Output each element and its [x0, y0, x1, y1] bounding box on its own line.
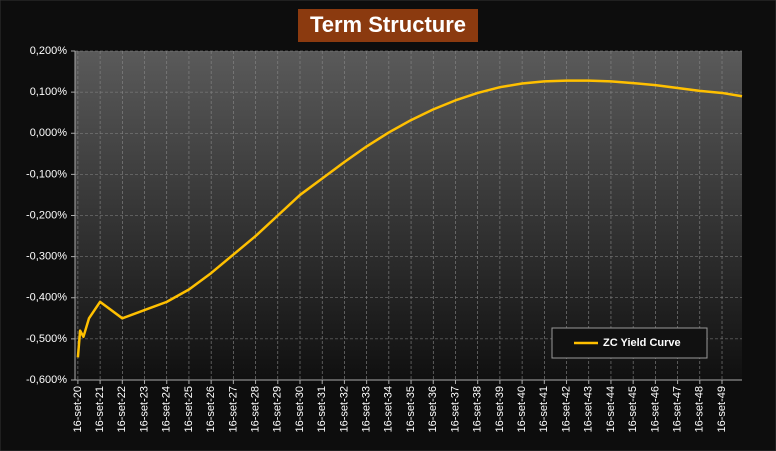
x-tick-label: 16-set-41 [538, 386, 550, 432]
x-tick-label: 16-set-22 [116, 386, 128, 432]
y-tick-label: -0,500% [26, 333, 67, 345]
x-tick-label: 16-set-23 [138, 386, 150, 432]
x-tick-label: 16-set-31 [316, 386, 328, 432]
chart-title: Term Structure [310, 12, 466, 37]
y-tick-label: -0,100% [26, 168, 67, 180]
x-tick-label: 16-set-28 [249, 386, 261, 432]
x-tick-label: 16-set-35 [405, 386, 417, 432]
x-tick-label: 16-set-44 [605, 386, 617, 432]
x-tick-label: 16-set-30 [294, 386, 306, 432]
y-tick-label: -0,300% [26, 251, 67, 263]
y-tick-label: -0,200% [26, 209, 67, 221]
x-tick-label: 16-set-38 [472, 386, 484, 432]
x-tick-label: 16-set-48 [694, 386, 706, 432]
x-tick-label: 16-set-46 [649, 386, 661, 432]
x-tick-label: 16-set-47 [671, 386, 683, 432]
x-tick-label: 16-set-25 [183, 386, 195, 432]
x-tick-label: 16-set-33 [361, 386, 373, 432]
x-tick-label: 16-set-40 [516, 386, 528, 432]
x-tick-label: 16-set-21 [94, 386, 106, 432]
x-tick-label: 16-set-34 [383, 386, 395, 432]
x-tick-label: 16-set-37 [449, 386, 461, 432]
x-tick-label: 16-set-26 [205, 386, 217, 432]
title-box [298, 9, 478, 42]
x-tick-label: 16-set-32 [338, 386, 350, 432]
x-tick-label: 16-set-45 [627, 386, 639, 432]
y-tick-label: -0,600% [26, 374, 67, 386]
y-tick-label: 0,200% [30, 45, 68, 57]
x-tick-label: 16-set-27 [227, 386, 239, 432]
y-tick-label: 0,100% [30, 86, 68, 98]
series-line [76, 79, 743, 358]
x-tick-label: 16-set-42 [560, 386, 572, 432]
x-tick-label: 16-set-39 [494, 386, 506, 432]
x-tick-label: 16-set-43 [583, 386, 595, 432]
y-tick-label: -0,400% [26, 292, 67, 304]
x-tick-label: 16-set-49 [716, 386, 728, 432]
legend-label: ZC Yield Curve [603, 337, 681, 349]
x-tick-label: 16-set-20 [72, 386, 84, 432]
y-tick-label: 0,000% [30, 127, 68, 139]
x-tick-label: 16-set-29 [272, 386, 284, 432]
x-tick-label: 16-set-24 [161, 386, 173, 432]
x-tick-label: 16-set-36 [427, 386, 439, 432]
